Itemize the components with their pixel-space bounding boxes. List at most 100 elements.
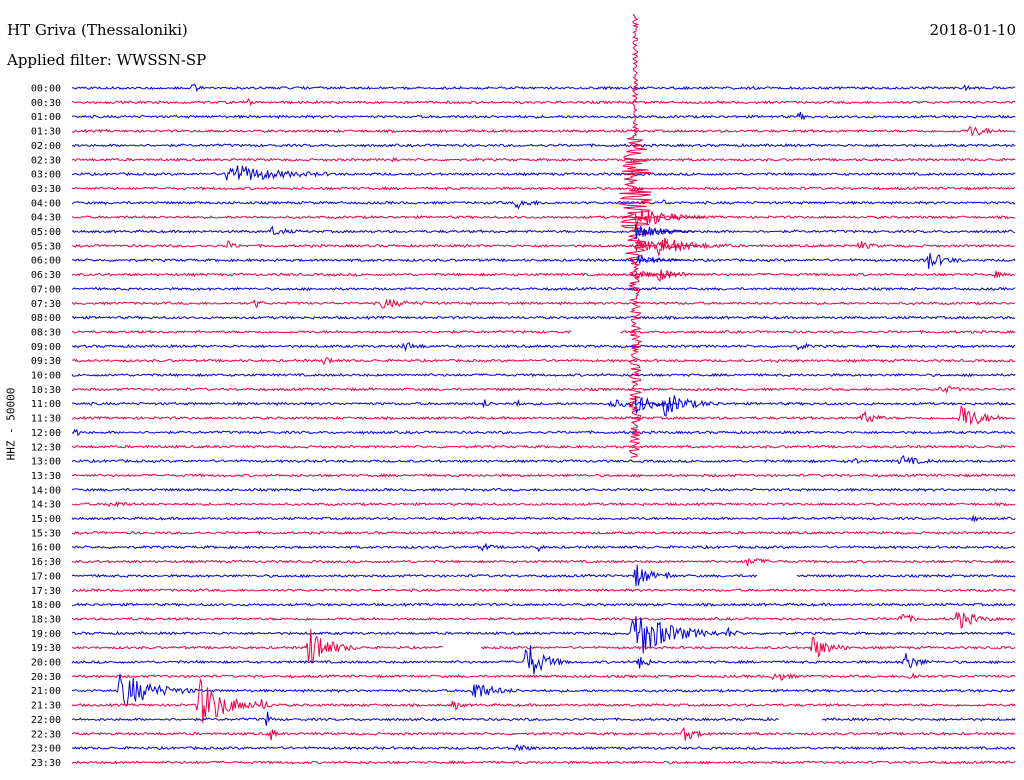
trace-line	[71, 142, 1016, 148]
trace-line	[71, 564, 1016, 587]
coda-trace	[634, 396, 680, 414]
row-time-label: 18:00	[31, 600, 61, 611]
row-time-label: 11:00	[31, 399, 61, 410]
trace-line	[71, 444, 1016, 449]
large-quake-trace	[618, 13, 652, 458]
row-time-label: 09:00	[31, 342, 61, 353]
trace-line	[71, 726, 1016, 741]
trace-line	[71, 743, 1016, 752]
row-time-label: 15:30	[31, 528, 61, 539]
trace-line	[71, 454, 1016, 465]
row-time-label: 15:00	[31, 514, 61, 525]
row-time-label: 21:00	[31, 686, 61, 697]
row-time-label: 19:30	[31, 643, 61, 654]
trace-line	[71, 530, 1016, 536]
station-title: HT Griva (Thessaloniki)	[7, 21, 188, 39]
trace-line	[71, 372, 1016, 378]
trace-line	[71, 629, 1016, 664]
traces-group	[71, 13, 1016, 765]
row-time-label: 02:00	[31, 141, 61, 152]
row-time-label: 12:30	[31, 442, 61, 453]
row-time-label: 11:30	[31, 414, 61, 425]
row-time-label: 06:00	[31, 256, 61, 267]
trace-line	[71, 602, 1016, 608]
row-time-label: 08:00	[31, 313, 61, 324]
trace-line	[71, 645, 1016, 675]
row-time-label: 19:00	[31, 629, 61, 640]
trace-line	[71, 237, 1016, 258]
row-time-label: 23:00	[31, 744, 61, 755]
filter-label: Applied filter: WWSSN-SP	[7, 51, 207, 69]
trace-line	[71, 673, 1016, 707]
trace-line	[71, 487, 1016, 493]
trace-line	[71, 588, 1016, 593]
trace-line	[71, 199, 1016, 210]
trace-line	[71, 342, 1016, 353]
row-time-label: 00:30	[31, 98, 61, 109]
trace-line	[71, 214, 1016, 220]
row-time-label: 06:30	[31, 270, 61, 281]
row-labels-group: 00:00 00:30 01:00 01:30 02:00 02:30 03:00 03:30…	[31, 84, 61, 769]
row-time-label: 23:30	[31, 758, 61, 769]
row-time-label: 04:00	[31, 198, 61, 209]
row-time-label: 00:00	[31, 84, 61, 95]
row-time-label: 21:30	[31, 701, 61, 712]
row-time-label: 20:30	[31, 672, 61, 683]
trace-line	[72, 395, 1016, 417]
row-time-label: 05:00	[31, 227, 61, 238]
trace-line	[71, 298, 1016, 309]
trace-line	[71, 83, 1016, 93]
trace-line	[71, 225, 1016, 235]
row-time-label: 13:00	[31, 457, 61, 468]
trace-line	[71, 126, 1016, 137]
row-time-label: 18:30	[31, 614, 61, 625]
trace-line	[71, 97, 1016, 107]
row-time-label: 20:00	[31, 658, 61, 669]
trace-line	[71, 111, 1016, 121]
trace-line	[71, 252, 1016, 269]
trace-line	[71, 186, 1016, 191]
row-time-label: 16:00	[31, 543, 61, 554]
trace-line	[71, 616, 1016, 654]
row-time-label: 16:30	[31, 557, 61, 568]
trace-line	[71, 558, 1016, 567]
row-time-label: 04:30	[31, 213, 61, 224]
coda-trace	[634, 209, 705, 230]
trace-line	[71, 165, 1016, 181]
row-time-label: 17:00	[31, 571, 61, 582]
row-time-label: 07:00	[31, 284, 61, 295]
trace-line	[71, 315, 1016, 321]
row-time-label: 03:00	[31, 170, 61, 181]
trace-line	[71, 677, 1016, 724]
row-time-label: 01:00	[31, 112, 61, 123]
trace-line	[71, 156, 1016, 163]
trace-line	[71, 500, 1016, 508]
row-time-label: 09:30	[31, 356, 61, 367]
row-time-label: 22:00	[31, 715, 61, 726]
row-time-label: 12:00	[31, 428, 61, 439]
row-time-label: 08:30	[31, 327, 61, 338]
trace-line	[71, 269, 1016, 282]
trace-line	[71, 760, 1016, 765]
trace-line	[71, 385, 1016, 395]
trace-line	[71, 428, 1016, 437]
trace-line	[71, 404, 1016, 426]
row-time-label: 14:30	[31, 500, 61, 511]
row-time-label: 10:00	[31, 371, 61, 382]
trace-line	[71, 514, 1016, 523]
row-time-label: 01:30	[31, 127, 61, 138]
coda-trace	[634, 224, 696, 240]
trace-line	[71, 542, 1016, 553]
trace-line	[71, 711, 1016, 726]
trace-line	[71, 672, 1016, 681]
row-time-label: 07:30	[31, 299, 61, 310]
row-time-label: 03:30	[31, 184, 61, 195]
row-time-label: 13:30	[31, 471, 61, 482]
trace-line	[71, 286, 1016, 292]
row-time-label: 02:30	[31, 155, 61, 166]
coda-trace	[634, 270, 680, 279]
row-time-label: 22:30	[31, 729, 61, 740]
trace-line	[71, 611, 1016, 629]
row-time-label: 05:30	[31, 241, 61, 252]
